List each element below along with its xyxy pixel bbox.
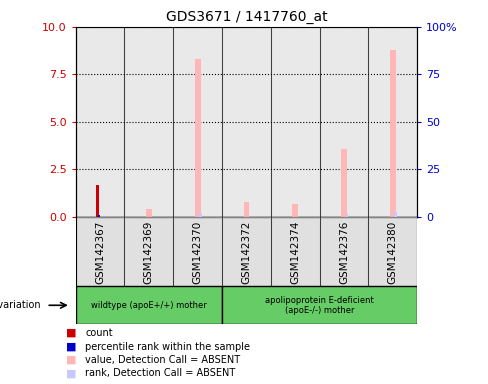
Bar — [96, 185, 99, 217]
Text: value, Detection Call = ABSENT: value, Detection Call = ABSENT — [85, 355, 241, 365]
Bar — [320, 217, 368, 286]
Text: genotype/variation: genotype/variation — [0, 300, 41, 310]
Bar — [173, 217, 222, 286]
Bar — [368, 27, 417, 217]
Bar — [292, 204, 298, 217]
Bar — [76, 27, 124, 217]
Bar — [195, 59, 201, 217]
Bar — [222, 27, 271, 217]
Text: ■: ■ — [66, 328, 77, 338]
Text: GSM142374: GSM142374 — [290, 220, 300, 284]
Bar — [390, 50, 396, 217]
Bar — [124, 217, 173, 286]
Text: wildtype (apoE+/+) mother: wildtype (apoE+/+) mother — [91, 301, 207, 310]
Bar — [222, 217, 271, 286]
Bar — [98, 215, 100, 217]
Text: GSM142370: GSM142370 — [193, 220, 203, 284]
Bar — [76, 286, 222, 324]
Bar — [320, 27, 368, 217]
Bar — [173, 27, 222, 217]
Bar — [346, 215, 348, 217]
Bar — [394, 212, 397, 217]
Title: GDS3671 / 1417760_at: GDS3671 / 1417760_at — [165, 10, 327, 25]
Text: count: count — [85, 328, 113, 338]
Text: percentile rank within the sample: percentile rank within the sample — [85, 341, 250, 352]
Bar — [124, 27, 173, 217]
Text: apolipoprotein E-deficient
(apoE-/-) mother: apolipoprotein E-deficient (apoE-/-) mot… — [265, 296, 374, 315]
Text: GSM142369: GSM142369 — [144, 220, 154, 284]
Text: GSM142367: GSM142367 — [95, 220, 105, 284]
Bar — [341, 149, 347, 217]
Bar — [76, 217, 124, 286]
Bar — [199, 213, 202, 217]
Text: ■: ■ — [66, 368, 77, 379]
Text: ■: ■ — [66, 355, 77, 365]
Bar — [271, 27, 320, 217]
Bar — [244, 202, 249, 217]
Text: GSM142372: GSM142372 — [242, 220, 251, 284]
Text: GSM142380: GSM142380 — [388, 220, 398, 284]
Text: ■: ■ — [66, 341, 77, 352]
Bar — [271, 217, 320, 286]
Bar — [368, 217, 417, 286]
Text: rank, Detection Call = ABSENT: rank, Detection Call = ABSENT — [85, 368, 236, 379]
Bar — [146, 209, 152, 217]
Bar — [222, 286, 417, 324]
Text: GSM142376: GSM142376 — [339, 220, 349, 284]
